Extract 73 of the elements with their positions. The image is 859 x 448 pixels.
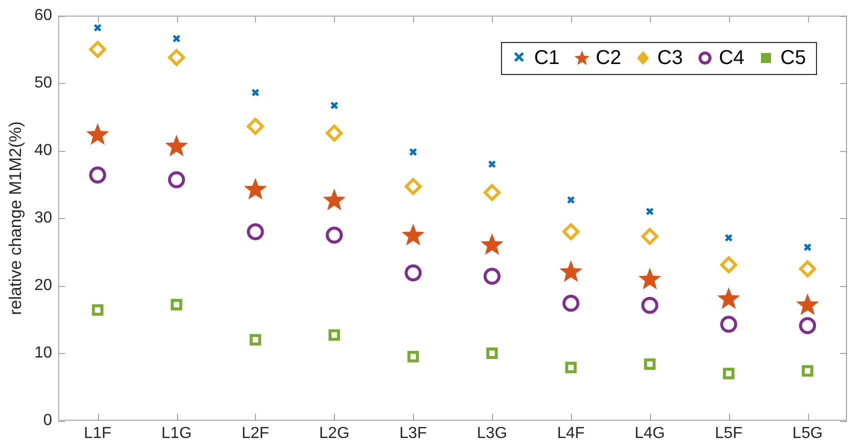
x-tick-label: L4F xyxy=(557,424,585,442)
point xyxy=(803,243,812,252)
point xyxy=(86,123,110,145)
x-tick-label: L5G xyxy=(792,424,823,442)
x-tick-label: L4G xyxy=(634,424,665,442)
point xyxy=(404,264,422,282)
point xyxy=(246,223,264,240)
legend-label: C4 xyxy=(718,46,744,70)
point xyxy=(168,48,186,66)
point xyxy=(565,362,577,374)
y-tick-label: 30 xyxy=(34,210,52,227)
legend-label: C5 xyxy=(780,46,806,70)
point xyxy=(796,293,819,316)
point xyxy=(402,224,425,246)
point xyxy=(407,350,419,362)
y-tick-label: 20 xyxy=(34,277,52,294)
point xyxy=(644,358,656,370)
point xyxy=(168,171,186,188)
point xyxy=(484,268,501,285)
point xyxy=(562,294,580,312)
point xyxy=(638,268,662,290)
x-tick-label: L1F xyxy=(84,424,112,442)
point xyxy=(484,184,501,202)
legend-label: C3 xyxy=(657,46,683,70)
y-tick-label: 0 xyxy=(43,412,52,430)
point xyxy=(172,34,181,43)
point xyxy=(722,368,734,380)
point xyxy=(244,178,267,200)
x-tick-label: L5F xyxy=(714,424,743,442)
point xyxy=(89,40,106,58)
point xyxy=(326,226,343,244)
x-tick-label: L2F xyxy=(242,424,270,442)
legend-label: C2 xyxy=(596,46,622,70)
point xyxy=(802,365,814,377)
point xyxy=(480,233,504,255)
point xyxy=(326,124,343,142)
point xyxy=(409,148,418,156)
point xyxy=(560,260,582,282)
point xyxy=(799,260,816,278)
point xyxy=(562,223,580,240)
point xyxy=(328,329,340,341)
point xyxy=(94,24,102,32)
x-tick-label: L3F xyxy=(399,424,428,442)
point xyxy=(641,296,658,314)
x-tick-label: L2G xyxy=(319,424,350,442)
x-tick-label: L3G xyxy=(476,424,508,442)
y-tick-label: 50 xyxy=(34,74,52,92)
y-tick-label: 10 xyxy=(34,344,52,362)
y-tick-label: 60 xyxy=(34,7,52,24)
y-axis-title: relative change M1M2(%) xyxy=(6,121,25,316)
point xyxy=(251,88,260,97)
point xyxy=(799,317,816,334)
point xyxy=(322,188,346,210)
y-tick-label: 40 xyxy=(34,142,52,160)
point xyxy=(89,166,106,184)
point xyxy=(641,228,658,245)
point xyxy=(330,101,338,110)
point xyxy=(486,348,498,360)
point xyxy=(717,287,740,309)
point xyxy=(724,234,733,242)
point xyxy=(250,334,262,346)
legend-label: C1 xyxy=(534,46,560,70)
point xyxy=(404,178,422,195)
point xyxy=(720,256,738,274)
point xyxy=(566,196,575,204)
x-tick-label: L1G xyxy=(161,424,192,442)
point xyxy=(488,160,496,168)
point xyxy=(720,316,738,333)
point xyxy=(92,304,104,316)
point xyxy=(246,118,264,135)
point xyxy=(170,298,182,310)
point xyxy=(165,134,188,156)
point xyxy=(646,207,654,216)
